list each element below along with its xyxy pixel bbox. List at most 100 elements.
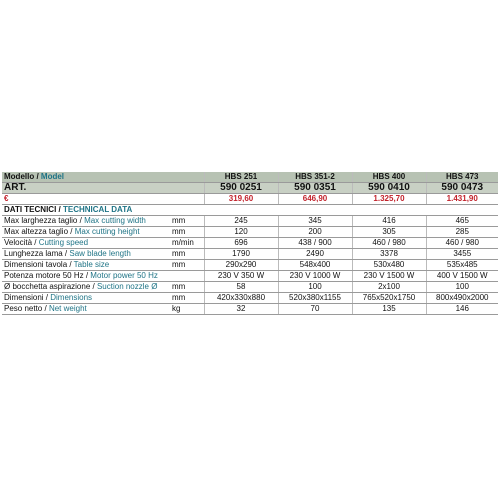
row-label: Potenza motore 50 Hz / Motor power 50 Hz [2,270,170,282]
label-it: Max altezza taglio / [4,227,73,236]
cell-value: 3455 [425,248,498,260]
unit: mm [170,281,204,293]
label-it: Modello / [4,172,39,181]
unit: mm [170,248,204,260]
label-en: Model [40,172,65,181]
cell-value: 590 0473 [425,182,498,194]
label-en: Max cutting width [84,216,146,225]
row-label: Modello / Model [2,172,170,183]
row-label: ART. [2,182,170,194]
table-row: €319,60 646,90 1.325,70 1.431,90 [2,193,498,205]
unit [170,270,204,282]
row-label: Max larghezza taglio / Max cutting width [2,215,170,227]
label-en: Saw blade length [69,249,131,258]
row-label: Velocità / Cutting speed [2,237,170,249]
cell-value: 590 0351 [277,182,352,194]
cell-value: 285 [425,226,498,238]
cell-value: 100 [425,281,498,293]
label-it: Dimensioni tavola / [4,260,72,269]
cell-value: 146 [425,303,498,315]
cell-value: 2x100 [351,281,426,293]
cell-value: 1.431,90 [425,193,498,205]
label-en: Net weight [48,304,87,313]
table-row: Ø bocchetta aspirazione / Suction nozzle… [2,281,498,293]
table-row: DATI TECNICI / TECHNICAL DATA [2,204,498,216]
cell-value: 765x520x1750 [351,292,426,304]
cell-value: 416 [351,215,426,227]
cell-value: 696 [203,237,278,249]
table-row: ART. 590 0251 590 0351 590 0410 590 0473 [2,182,498,194]
cell-value: 32 [203,303,278,315]
cell-value: 1.325,70 [351,193,426,205]
cell-value: 535x485 [425,259,498,271]
label-it: Max larghezza taglio / [4,216,82,225]
table-row: Lunghezza lama / Saw blade length mm 1790 2… [2,248,498,260]
label-en: TECHNICAL DATA [62,205,133,214]
cell-value: HBS 473 [425,172,498,183]
spec-table: Modello / Model HBS 251 HBS 351-2 HBS 400 HB… [2,172,498,315]
cell-value: 230 V 1500 W [351,270,426,282]
row-label: Max altezza taglio / Max cutting height [2,226,170,238]
cell-value: 460 / 980 [351,237,426,249]
cell-value: 2490 [277,248,352,260]
cell-value: 530x480 [351,259,426,271]
row-label: Ø bocchetta aspirazione / Suction nozzle… [2,281,170,293]
label-en: Max cutting height [74,227,140,236]
label-it: ART. [4,182,27,193]
label-it: Velocità / [4,238,37,247]
cell-value: 319,60 [203,193,278,205]
label-en: Dimensions [50,293,93,302]
cell-value: 590 0410 [351,182,426,194]
label-en: Cutting speed [38,238,89,247]
cell-value: 135 [351,303,426,315]
row-label: DATI TECNICI / TECHNICAL DATA [2,204,498,216]
table-row: Dimensioni / Dimensions mm 420x330x880 520x… [2,292,498,304]
table-row: Max larghezza taglio / Max cutting width… [2,215,498,227]
cell-value: HBS 400 [351,172,426,183]
label-it: Peso netto / [4,304,47,313]
cell-value: 345 [277,215,352,227]
cell-value: 70 [277,303,352,315]
unit: mm [170,226,204,238]
unit [170,182,204,194]
cell-value: 230 V 350 W [203,270,278,282]
cell-value: 200 [277,226,352,238]
cell-value: 58 [203,281,278,293]
row-label: Dimensioni / Dimensions [2,292,170,304]
unit: kg [170,303,204,315]
cell-value: 290x290 [203,259,278,271]
row-label: € [2,193,170,205]
cell-value: 420x330x880 [203,292,278,304]
label-it: Dimensioni / [4,293,49,302]
label-en: Motor power 50 Hz [90,271,158,280]
table-row: Dimensioni tavola / Table size mm 290x290 5… [2,259,498,271]
row-label: Lunghezza lama / Saw blade length [2,248,170,260]
unit: mm [170,259,204,271]
cell-value: 3378 [351,248,426,260]
cell-value: 800x490x2000 [425,292,498,304]
cell-value: HBS 351-2 [277,172,352,183]
cell-value: 400 V 1500 W [425,270,498,282]
cell-value: 100 [277,281,352,293]
cell-value: 438 / 900 [277,237,352,249]
label-it: Lunghezza lama / [4,249,68,258]
table-row: Potenza motore 50 Hz / Motor power 50 Hz… [2,270,498,282]
cell-value: 646,90 [277,193,352,205]
row-label: Peso netto / Net weight [2,303,170,315]
cell-value: 120 [203,226,278,238]
unit: mm [170,215,204,227]
table-row: Peso netto / Net weight kg 32 70 135 146 [2,303,498,315]
label-it: Ø bocchetta aspirazione / [4,282,95,291]
unit: m/min [170,237,204,249]
cell-value: 460 / 980 [425,237,498,249]
label-it: € [4,194,9,203]
label-en: Suction nozzle Ø [96,282,158,291]
cell-value: 520x380x1155 [277,292,352,304]
label-it: DATI TECNICI / [4,205,61,214]
unit [170,172,204,183]
cell-value: 548x400 [277,259,352,271]
unit: mm [170,292,204,304]
table-row: Modello / Model HBS 251 HBS 351-2 HBS 400 HB… [2,172,498,183]
label-it: Potenza motore 50 Hz / [4,271,89,280]
